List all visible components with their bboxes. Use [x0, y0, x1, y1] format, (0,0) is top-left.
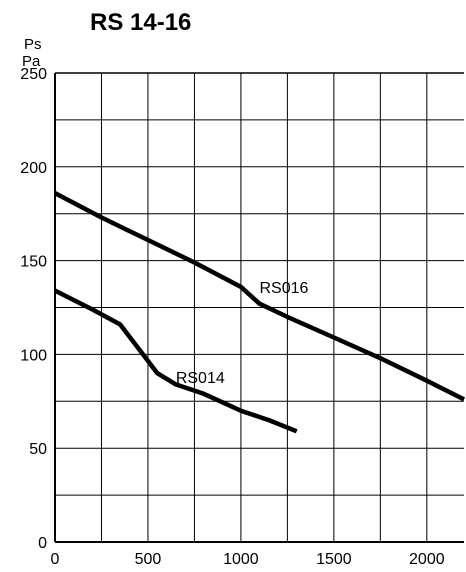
- x-tick-label: 500: [135, 551, 162, 568]
- grid: [54, 72, 464, 543]
- y-axis-label-ps: Ps: [24, 36, 42, 53]
- x-axis-ticks: 0 500 1000 1500 2000: [51, 551, 445, 568]
- y-tick-label: 250: [20, 66, 47, 83]
- y-tick-label: 100: [20, 347, 47, 364]
- y-axis-label-pa: Pa: [22, 53, 41, 70]
- x-tick-label: 0: [51, 551, 60, 568]
- series-line-rs014: [53, 288, 298, 434]
- series-line-rs016: [53, 191, 466, 402]
- x-tick-label: 1000: [223, 551, 259, 568]
- y-axis-ticks: 0 50 100 150 200 250: [20, 66, 47, 552]
- x-tick-label: 1500: [316, 551, 352, 568]
- y-tick-label: 150: [20, 254, 47, 271]
- series-lines: [53, 191, 466, 434]
- series-label-rs016: RS016: [260, 280, 309, 297]
- series-label-rs014: RS014: [176, 370, 225, 387]
- y-tick-label: 200: [20, 160, 47, 177]
- y-tick-label: 50: [29, 441, 47, 458]
- chart-title: RS 14-16: [90, 9, 191, 36]
- series-labels: RS016 RS014: [176, 280, 309, 387]
- y-tick-label: 0: [38, 535, 47, 552]
- x-tick-label: 2000: [409, 551, 445, 568]
